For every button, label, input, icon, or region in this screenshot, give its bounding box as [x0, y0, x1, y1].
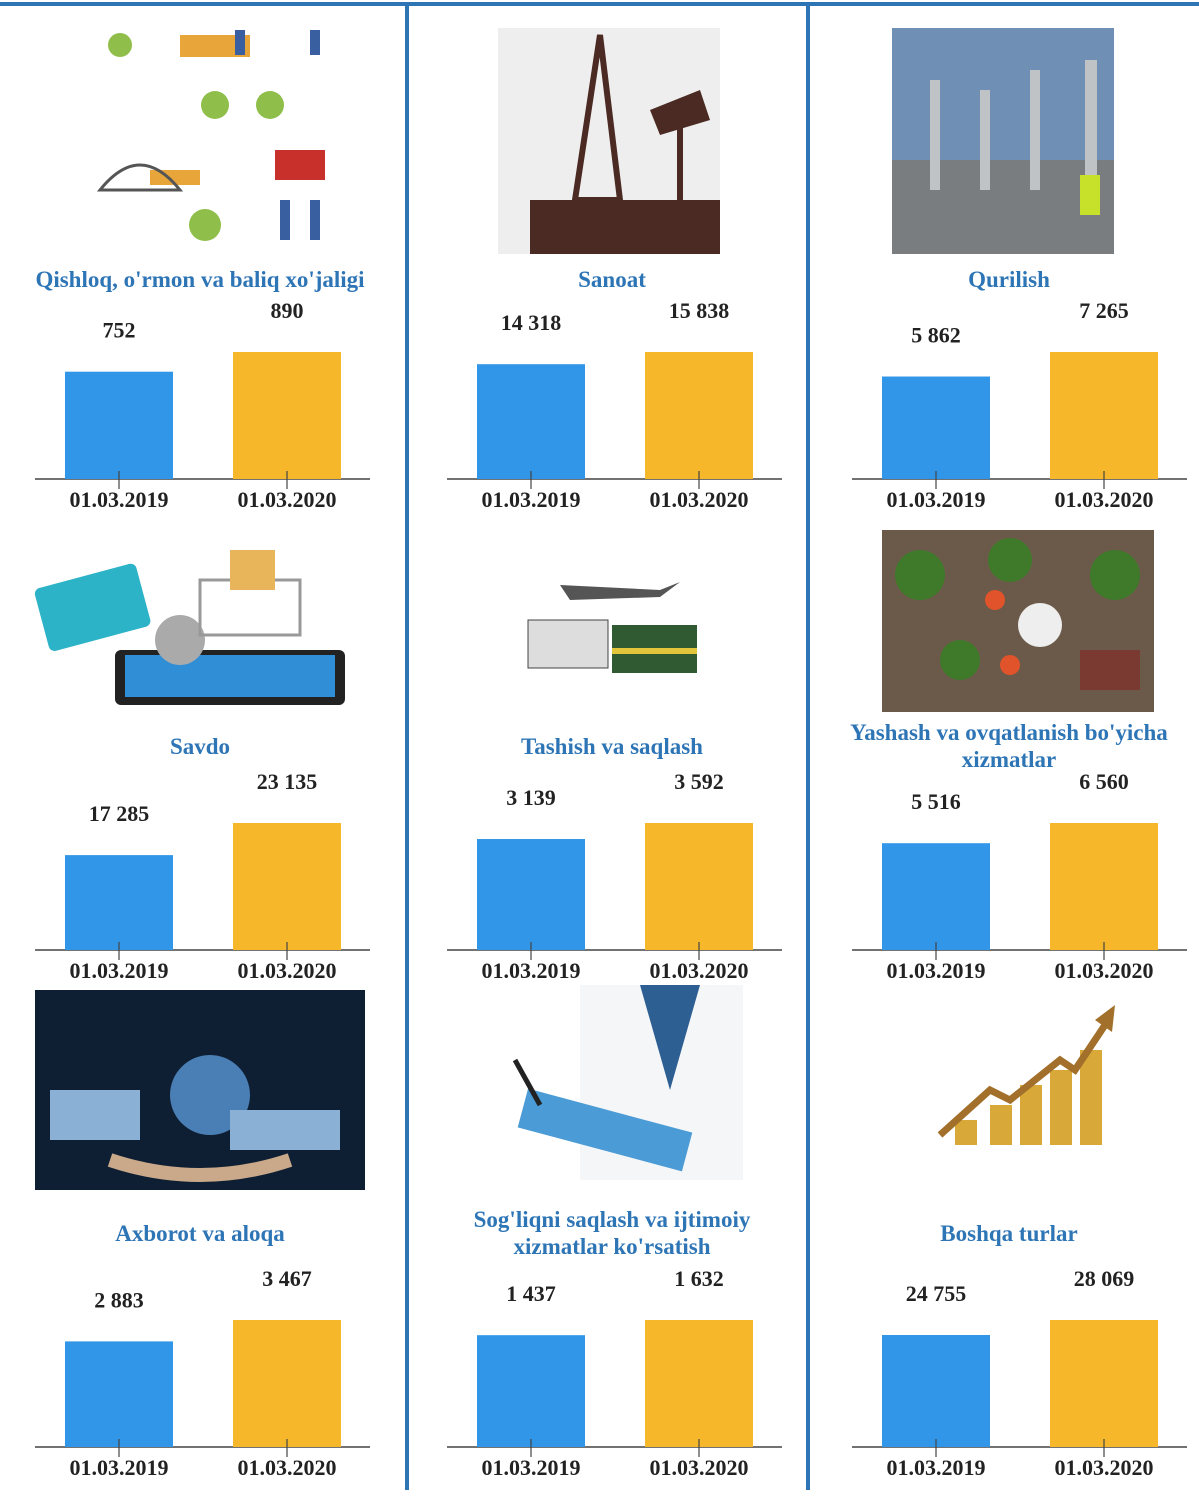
illustration-growth	[937, 1005, 1115, 1145]
x-tick-label: 01.03.2019	[482, 1455, 581, 1480]
bar	[477, 839, 585, 950]
value-label: 3 467	[262, 1266, 312, 1291]
x-tick-label: 01.03.2020	[1055, 487, 1154, 512]
x-tick-label: 01.03.2020	[1055, 1455, 1154, 1480]
bar	[882, 1334, 990, 1447]
value-label: 3 139	[506, 785, 556, 810]
x-tick-label: 01.03.2020	[650, 487, 749, 512]
illustration-construction	[892, 28, 1114, 254]
x-tick-label: 01.03.2020	[650, 958, 749, 983]
bar	[1050, 352, 1158, 479]
illustration-trade	[34, 550, 345, 705]
x-tick-label: 01.03.2019	[887, 958, 986, 983]
bar	[65, 1341, 173, 1447]
x-tick-label: 01.03.2020	[650, 1455, 749, 1480]
bar	[477, 364, 585, 479]
value-label: 15 838	[669, 298, 730, 323]
x-tick-label: 01.03.2020	[238, 487, 337, 512]
x-tick-label: 01.03.2019	[887, 1455, 986, 1480]
chart-title: Axborot va aloqa	[115, 1220, 285, 1246]
x-tick-label: 01.03.2019	[70, 487, 169, 512]
illustration-health	[512, 985, 743, 1180]
illustration-agriculture	[95, 15, 340, 250]
illustration-it	[35, 990, 365, 1190]
value-label: 3 592	[674, 769, 724, 794]
chart-title: Sog'liqni saqlash va ijtimoiy xizmatlar …	[473, 1207, 751, 1259]
bar	[882, 843, 990, 950]
bar	[233, 352, 341, 479]
illustration-transport	[527, 582, 697, 673]
x-tick-label: 01.03.2020	[1055, 958, 1154, 983]
bar	[65, 371, 173, 479]
value-label: 5 516	[911, 789, 961, 814]
x-tick-label: 01.03.2019	[482, 958, 581, 983]
value-label: 1 632	[674, 1266, 724, 1291]
x-tick-label: 01.03.2019	[887, 487, 986, 512]
bar	[233, 823, 341, 950]
illustration-food	[882, 530, 1154, 712]
bar	[645, 352, 753, 479]
value-label: 6 560	[1079, 769, 1129, 794]
bar	[645, 823, 753, 950]
value-label: 5 862	[911, 323, 961, 348]
value-label: 2 883	[94, 1287, 144, 1312]
chart-title: Savdo	[169, 733, 231, 759]
value-label: 7 265	[1079, 298, 1129, 323]
value-label: 24 755	[906, 1281, 967, 1306]
bar	[645, 1320, 753, 1447]
chart-title: Boshqa turlar	[940, 1220, 1078, 1246]
x-tick-label: 01.03.2019	[482, 487, 581, 512]
x-tick-label: 01.03.2020	[238, 958, 337, 983]
chart-title: Yashash va ovqatlanish bo'yicha xizmatla…	[850, 720, 1168, 772]
value-label: 1 437	[506, 1281, 556, 1306]
illustration-industry	[498, 28, 720, 254]
value-label: 752	[103, 318, 136, 343]
bar	[1050, 1320, 1158, 1447]
chart-title: Sanoat	[578, 266, 646, 292]
value-label: 14 318	[501, 310, 562, 335]
bar	[882, 376, 990, 479]
x-tick-label: 01.03.2019	[70, 1455, 169, 1480]
chart-title: Qurilish	[968, 266, 1050, 292]
value-label: 890	[271, 298, 304, 323]
chart-title: Tashish va saqlash	[521, 733, 703, 759]
value-label: 23 135	[257, 769, 318, 794]
bar	[233, 1320, 341, 1447]
chart-title: Qishloq, o'rmon va baliq xo'jaligi	[35, 266, 365, 292]
value-label: 28 069	[1074, 1266, 1135, 1291]
x-tick-label: 01.03.2020	[238, 1455, 337, 1480]
bar	[477, 1335, 585, 1447]
bar	[1050, 823, 1158, 950]
bar	[65, 855, 173, 950]
value-label: 17 285	[89, 801, 150, 826]
x-tick-label: 01.03.2019	[70, 958, 169, 983]
